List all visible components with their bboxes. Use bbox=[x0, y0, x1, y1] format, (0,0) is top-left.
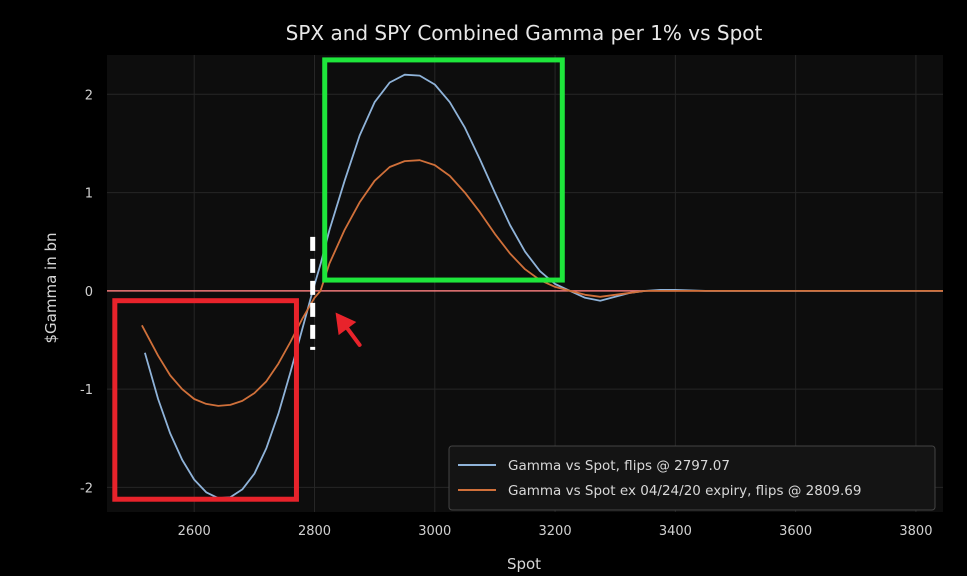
green-highlight-box bbox=[322, 57, 565, 283]
y-tick-label--2: -2 bbox=[80, 481, 93, 496]
y-tick-label--1: -1 bbox=[80, 383, 93, 398]
legend-label-gamma: Gamma vs Spot, flips @ 2797.07 bbox=[508, 458, 730, 474]
x-tick-label-2600: 2600 bbox=[178, 524, 211, 539]
arrow-head bbox=[335, 312, 357, 336]
x-axis-label: Spot bbox=[507, 555, 541, 573]
legend: Gamma vs Spot, flips @ 2797.07 Gamma vs … bbox=[448, 445, 936, 511]
tick-labels: 2600 2800 3000 3200 3400 3600 3800 -2 -1 0 1 2 bbox=[80, 88, 932, 539]
plot-area bbox=[107, 55, 943, 512]
x-tick-label-3200: 3200 bbox=[539, 524, 572, 539]
x-tick-label-3600: 3600 bbox=[779, 524, 812, 539]
x-tick-label-3800: 3800 bbox=[899, 524, 932, 539]
y-tick-label-1: 1 bbox=[85, 187, 93, 202]
x-tick-label-3400: 3400 bbox=[659, 524, 692, 539]
chart-title: SPX and SPY Combined Gamma per 1% vs Spo… bbox=[286, 21, 763, 45]
x-tick-label-3000: 3000 bbox=[418, 524, 451, 539]
y-tick-label-0: 0 bbox=[85, 285, 93, 300]
annotations bbox=[112, 57, 565, 502]
legend-box bbox=[448, 445, 936, 511]
series-lines bbox=[141, 73, 943, 500]
x-tick-label-2800: 2800 bbox=[298, 524, 331, 539]
series-line-1 bbox=[141, 159, 943, 407]
red-highlight-box bbox=[112, 298, 299, 502]
legend-label-gamma-ex-expiry: Gamma vs Spot ex 04/24/20 expiry, flips … bbox=[508, 483, 861, 499]
y-axis-label: $Gamma in bn bbox=[42, 232, 60, 343]
y-tick-label-2: 2 bbox=[85, 88, 93, 103]
